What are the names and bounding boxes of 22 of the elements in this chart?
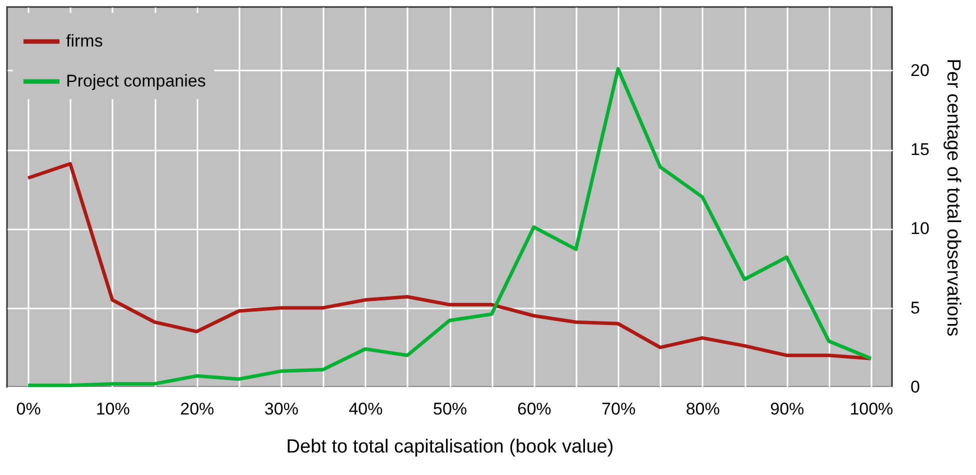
y-tick-label: 0: [910, 378, 920, 396]
x-tick-label: 90%: [770, 400, 804, 418]
x-tick-label: 10%: [96, 400, 130, 418]
x-tick-label: 40%: [348, 400, 383, 418]
x-tick-label: 100%: [850, 400, 894, 418]
y-tick-label: 20: [910, 60, 930, 80]
x-axis-title: Debt to total capitalisation (book value): [286, 436, 614, 458]
y-tick-label: 15: [910, 140, 930, 159]
x-tick-label: 20%: [180, 400, 214, 418]
line-series: [26, 162, 873, 360]
x-tick-label: 60%: [517, 400, 552, 418]
x-tick-label: 50%: [432, 400, 468, 418]
y-tick-label: 10: [910, 219, 930, 238]
y-tick-label: 5: [910, 298, 920, 318]
legend-label: Project companies: [66, 72, 206, 90]
x-tick-label: 80%: [686, 400, 720, 418]
x-tick-label: 0%: [16, 400, 41, 418]
x-tick-label: 30%: [264, 400, 298, 418]
x-tick-label: 70%: [602, 400, 636, 418]
line-series: [26, 67, 873, 388]
legend-label: firms: [66, 32, 103, 50]
y-axis-title: Per centage of total observations: [942, 58, 964, 336]
